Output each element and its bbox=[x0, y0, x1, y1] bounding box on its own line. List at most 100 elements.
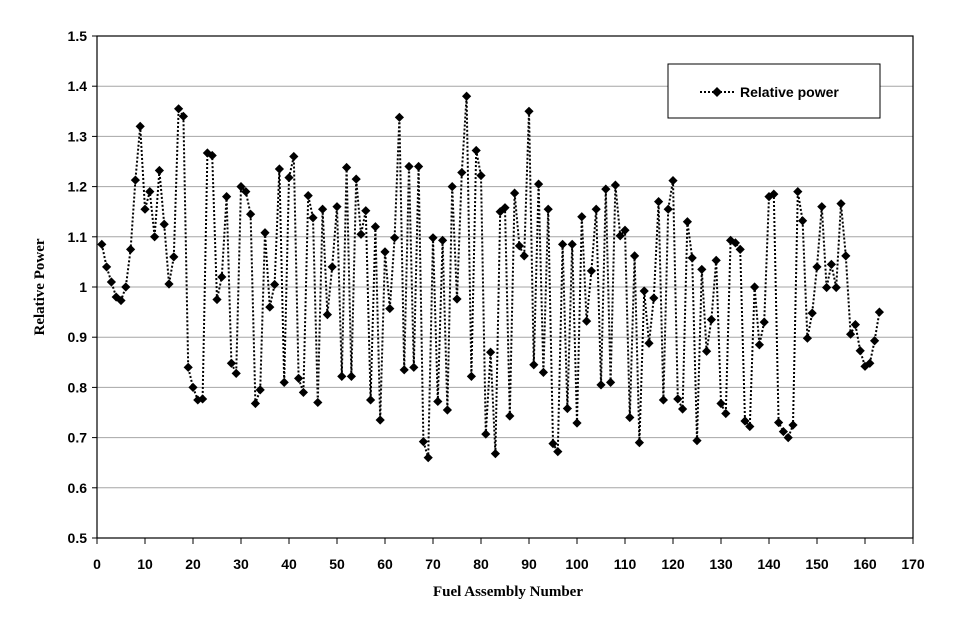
data-point bbox=[774, 417, 784, 428]
data-point bbox=[874, 307, 884, 317]
data-point bbox=[433, 396, 443, 407]
data-point bbox=[639, 286, 649, 296]
data-point bbox=[231, 368, 241, 378]
data-point bbox=[870, 336, 880, 346]
legend-box bbox=[667, 63, 881, 119]
x-tick-label: 140 bbox=[757, 556, 781, 572]
data-point bbox=[586, 266, 596, 276]
data-point bbox=[649, 293, 659, 303]
data-point bbox=[577, 212, 587, 222]
x-tick-label: 0 bbox=[93, 556, 101, 572]
data-point bbox=[519, 251, 529, 261]
data-point bbox=[778, 426, 788, 437]
x-tick-label: 10 bbox=[137, 556, 153, 572]
data-point bbox=[505, 411, 515, 421]
data-point bbox=[846, 329, 856, 339]
data-point bbox=[414, 161, 424, 172]
data-point bbox=[255, 385, 265, 395]
data-point bbox=[831, 282, 841, 293]
data-point bbox=[553, 447, 563, 457]
y-tick-label: 0.7 bbox=[68, 430, 88, 446]
data-point bbox=[610, 180, 620, 190]
data-point bbox=[375, 415, 385, 425]
data-point bbox=[303, 191, 313, 201]
data-point bbox=[798, 216, 808, 226]
data-point bbox=[332, 202, 342, 212]
x-tick-label: 90 bbox=[521, 556, 537, 572]
data-point bbox=[692, 436, 702, 446]
data-point bbox=[260, 228, 270, 238]
data-point bbox=[423, 453, 433, 463]
data-point bbox=[682, 217, 692, 227]
data-point bbox=[150, 232, 160, 242]
data-point bbox=[130, 175, 140, 185]
data-point bbox=[702, 346, 712, 356]
data-point bbox=[217, 272, 227, 282]
data-point bbox=[788, 420, 798, 430]
plot-frame bbox=[96, 35, 914, 539]
data-point bbox=[658, 395, 668, 405]
data-point bbox=[490, 449, 500, 459]
data-point bbox=[457, 167, 467, 178]
data-point bbox=[106, 277, 116, 287]
data-point bbox=[462, 91, 472, 101]
data-point bbox=[538, 367, 548, 377]
data-point bbox=[481, 429, 491, 439]
data-point bbox=[591, 204, 601, 214]
data-point bbox=[145, 187, 155, 197]
data-point bbox=[582, 316, 592, 326]
legend-marker bbox=[712, 87, 722, 97]
data-point bbox=[476, 170, 486, 181]
data-point bbox=[279, 377, 289, 387]
data-point bbox=[543, 204, 553, 214]
data-point bbox=[250, 398, 260, 409]
x-tick-label: 20 bbox=[185, 556, 201, 572]
data-point bbox=[346, 371, 356, 381]
data-point bbox=[342, 162, 352, 173]
data-point bbox=[697, 264, 707, 275]
data-point bbox=[558, 239, 568, 249]
data-point bbox=[754, 340, 764, 350]
data-point bbox=[313, 397, 323, 408]
y-tick-label: 1.2 bbox=[68, 179, 88, 195]
x-tick-label: 70 bbox=[425, 556, 441, 572]
data-point bbox=[193, 395, 203, 405]
x-tick-label: 40 bbox=[281, 556, 297, 572]
data-point bbox=[404, 161, 414, 172]
data-point bbox=[212, 294, 222, 305]
data-point bbox=[596, 380, 606, 390]
data-point bbox=[471, 145, 481, 156]
y-tick-label: 0.8 bbox=[68, 379, 88, 395]
data-point bbox=[126, 244, 136, 254]
data-point bbox=[270, 279, 280, 290]
data-point bbox=[438, 235, 448, 245]
data-point bbox=[154, 165, 164, 176]
data-point bbox=[822, 282, 832, 293]
data-point bbox=[673, 394, 683, 404]
data-point bbox=[447, 182, 457, 192]
data-point bbox=[529, 360, 539, 370]
x-tick-label: 130 bbox=[709, 556, 733, 572]
data-point bbox=[116, 295, 126, 306]
data-point bbox=[500, 203, 510, 213]
data-point bbox=[140, 204, 150, 214]
data-point bbox=[745, 421, 755, 432]
data-point bbox=[390, 233, 400, 243]
data-point bbox=[625, 412, 635, 423]
x-tick-label: 120 bbox=[661, 556, 685, 572]
data-point bbox=[740, 416, 750, 426]
data-point bbox=[356, 229, 366, 239]
data-point bbox=[759, 317, 769, 327]
x-tick-label: 170 bbox=[901, 556, 925, 572]
data-point bbox=[783, 433, 793, 443]
data-point bbox=[634, 438, 644, 448]
data-point bbox=[236, 182, 246, 192]
y-tick-labels: 0.5 0.6 0.7 0.8 0.9 1 1.1 1.2 1.3 1.4 1.5 bbox=[68, 28, 97, 546]
x-tick-label: 50 bbox=[329, 556, 345, 572]
data-point bbox=[164, 279, 174, 289]
data-point bbox=[274, 164, 284, 174]
y-tick-label: 0.6 bbox=[68, 480, 88, 496]
data-point bbox=[630, 251, 640, 261]
data-point bbox=[159, 219, 169, 229]
data-point bbox=[207, 150, 217, 161]
